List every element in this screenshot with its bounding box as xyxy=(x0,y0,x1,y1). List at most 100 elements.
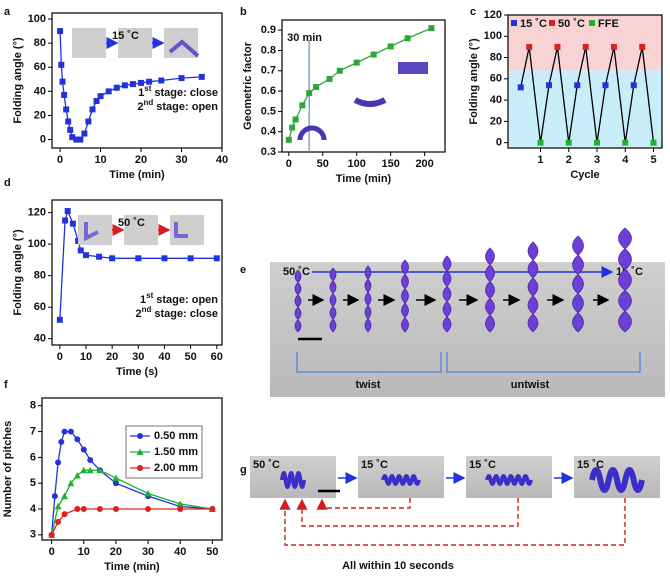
marker xyxy=(387,43,394,50)
legend-label: 2.00 mm xyxy=(154,462,198,474)
x-tick-label: 20 xyxy=(110,546,122,558)
y-axis-label: Folding angle (°) xyxy=(468,38,480,125)
marker xyxy=(610,43,617,50)
marker xyxy=(326,75,333,82)
y-tick-label: 0.3 xyxy=(261,146,276,158)
marker xyxy=(537,139,544,146)
marker xyxy=(73,471,81,479)
panel-label: f xyxy=(4,379,8,391)
y-tick-label: 8 xyxy=(30,400,36,412)
stage-text: stage: open xyxy=(156,294,218,306)
legend-label: 15 ˚C xyxy=(520,18,547,30)
marker xyxy=(77,136,84,143)
marker xyxy=(61,91,68,98)
x-tick-label: 5 xyxy=(650,154,656,166)
marker xyxy=(517,84,524,91)
panel-label: b xyxy=(240,6,247,18)
marker xyxy=(96,466,104,474)
x-tick-label: 30 xyxy=(142,546,154,558)
bracket xyxy=(446,352,641,373)
plot-frame xyxy=(51,199,223,346)
y-tick-label: 4 xyxy=(30,503,37,515)
inset-photo xyxy=(78,215,112,245)
marker xyxy=(158,77,165,84)
marker xyxy=(97,93,104,100)
series-line xyxy=(50,430,213,535)
return-arrow xyxy=(316,498,411,510)
stage-number: 1 xyxy=(138,87,144,99)
stage-annotation: 1st stage: open xyxy=(140,291,218,306)
marker xyxy=(67,428,74,435)
y-tick-label: 5 xyxy=(30,477,36,489)
helix-sample xyxy=(294,269,302,333)
marker xyxy=(69,220,76,227)
x-tick-label: 30 xyxy=(132,351,144,363)
stage-text: stage: close xyxy=(154,308,218,320)
marker xyxy=(336,67,343,74)
marker xyxy=(312,84,319,91)
x-axis-label: Time (min) xyxy=(336,173,392,185)
marker xyxy=(112,480,119,487)
legend-label: 0.50 mm xyxy=(154,430,198,442)
y-tick-label: 0.4 xyxy=(261,126,277,138)
x-tick-label: 200 xyxy=(415,158,433,170)
x-tick-label: 20 xyxy=(106,351,118,363)
marker xyxy=(285,136,292,143)
x-tick-label: 50 xyxy=(317,158,329,170)
marker xyxy=(81,130,88,137)
y-tick-label: 100 xyxy=(28,13,46,25)
marker xyxy=(61,492,68,500)
marker xyxy=(69,134,76,141)
marker xyxy=(292,116,299,123)
reference-label: 30 min xyxy=(287,32,322,44)
plot-frame xyxy=(51,12,223,149)
marker xyxy=(630,82,637,89)
marker xyxy=(213,255,220,262)
y-axis-label: Folding angle (°) xyxy=(12,229,24,316)
legend-label: 50 ˚C xyxy=(558,18,585,30)
y-tick-label: 20 xyxy=(490,115,502,127)
marker xyxy=(87,456,94,463)
marker xyxy=(589,20,595,26)
marker xyxy=(64,208,71,215)
stage-annotation: 1st stage: close xyxy=(138,84,218,99)
marker xyxy=(105,88,112,95)
y-tick-label: 20 xyxy=(34,109,46,121)
marker xyxy=(56,316,63,323)
inset-sample xyxy=(174,222,188,238)
y-tick-label: 40 xyxy=(34,333,46,345)
marker xyxy=(58,438,65,445)
marker xyxy=(138,79,145,86)
x-tick-label: 60 xyxy=(211,351,223,363)
marker xyxy=(62,217,69,224)
stage-annotation: 2nd stage: open xyxy=(137,98,218,113)
marker xyxy=(404,35,411,42)
x-axis-label: Time (s) xyxy=(116,366,158,378)
y-tick-label: 60 xyxy=(490,73,502,85)
x-axis-label: Cycle xyxy=(570,169,599,181)
x-axis-label: Time (min) xyxy=(109,169,165,181)
inset-photo xyxy=(72,28,106,58)
y-tick-label: 60 xyxy=(34,301,46,313)
marker xyxy=(177,506,184,513)
x-tick-label: 10 xyxy=(78,546,90,558)
plot-frame xyxy=(507,14,663,149)
marker xyxy=(86,466,94,474)
y-tick-label: 100 xyxy=(484,30,502,42)
marker xyxy=(74,506,81,513)
legend-label: 1.50 mm xyxy=(154,446,198,458)
legend-label: FFE xyxy=(598,18,619,30)
x-tick-label: 150 xyxy=(381,158,399,170)
marker xyxy=(353,59,360,66)
stage-text: stage: open xyxy=(156,101,218,113)
marker xyxy=(51,493,58,500)
panel-label: a xyxy=(4,6,11,18)
inset-label: 15 ˚C xyxy=(112,30,139,42)
y-axis-label: Folding angle (°) xyxy=(12,37,24,124)
marker xyxy=(602,82,609,89)
y-tick-label: 100 xyxy=(28,238,46,250)
marker xyxy=(650,139,657,146)
marker xyxy=(96,506,103,513)
marker xyxy=(67,126,74,133)
photo xyxy=(270,262,665,397)
